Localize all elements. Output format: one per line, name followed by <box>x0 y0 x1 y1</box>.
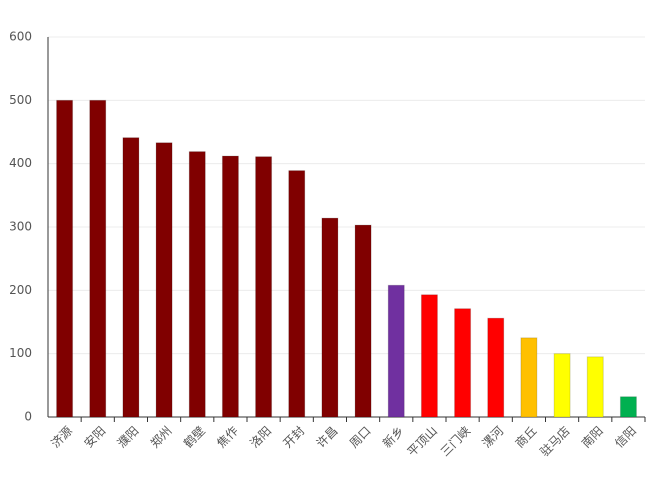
y-tick-label: 0 <box>24 410 32 424</box>
x-tick-label: 驻马店 <box>537 423 573 459</box>
bar <box>89 99 107 418</box>
x-tick-label: 信阳 <box>612 424 639 451</box>
bar <box>122 137 140 418</box>
y-tick-label: 300 <box>9 220 32 234</box>
bar <box>586 356 604 418</box>
x-tick-label: 新乡 <box>379 423 407 451</box>
x-tick-label: 商丘 <box>512 423 540 451</box>
x-tick-label: 许昌 <box>314 424 341 451</box>
x-tick-label: 三门峡 <box>437 423 473 459</box>
x-tick-label: 安阳 <box>81 423 109 451</box>
y-tick-label: 500 <box>9 93 32 107</box>
x-tick-label: 焦作 <box>214 424 241 451</box>
bar <box>56 99 74 418</box>
x-tick-label: 平顶山 <box>405 424 440 459</box>
bar <box>387 284 405 418</box>
x-tick-label: 洛阳 <box>247 423 275 451</box>
bar <box>553 353 571 418</box>
bar <box>420 294 438 418</box>
bar <box>155 142 173 418</box>
x-tick-label: 漯河 <box>479 424 506 451</box>
x-tick-label: 濮阳 <box>114 423 142 451</box>
y-tick-label: 200 <box>9 283 32 297</box>
bar <box>487 317 505 418</box>
x-tick-label: 南阳 <box>578 423 606 451</box>
y-tick-label: 600 <box>9 30 32 44</box>
x-tick-label: 开封 <box>280 424 307 451</box>
bar <box>454 308 472 418</box>
bar <box>221 155 239 418</box>
bar <box>321 217 339 418</box>
bar <box>288 170 306 418</box>
x-tick-label: 济源 <box>48 423 76 451</box>
bar <box>354 224 372 418</box>
x-tick-label: 周口 <box>347 424 374 451</box>
bar <box>520 337 538 418</box>
x-tick-label: 郑州 <box>147 423 175 451</box>
bar <box>188 151 206 418</box>
x-tick-label: 鹤壁 <box>180 423 208 451</box>
bar <box>619 396 637 418</box>
y-tick-label: 100 <box>9 346 32 360</box>
bar <box>255 156 273 418</box>
y-tick-label: 400 <box>9 156 32 170</box>
